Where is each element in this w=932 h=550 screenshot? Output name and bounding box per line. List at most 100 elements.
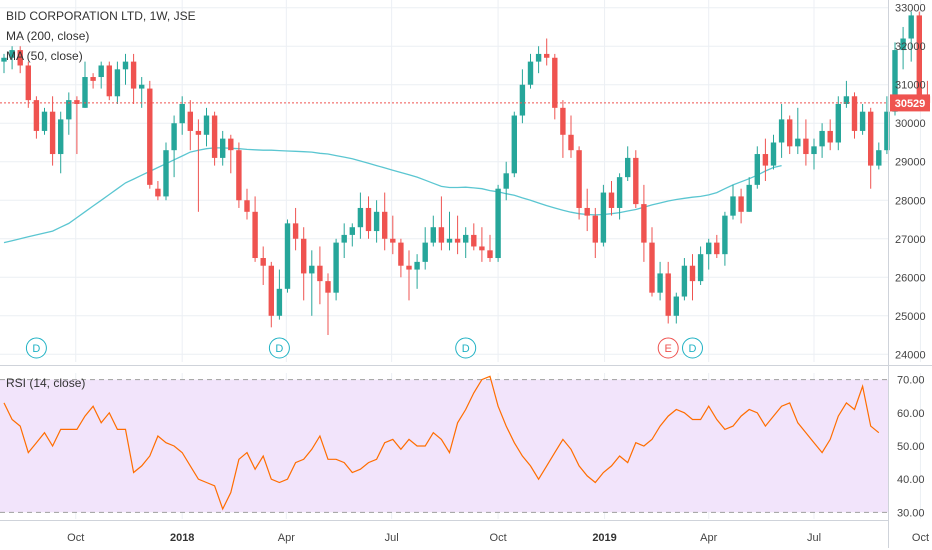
candle[interactable] [357,192,364,239]
candle[interactable] [325,273,331,336]
legend-ma50[interactable]: MA (50, close) [6,49,83,63]
candle[interactable] [446,211,453,251]
candle[interactable] [503,161,509,201]
rsi-line[interactable] [3,375,880,511]
candle[interactable] [916,11,922,104]
candle[interactable] [106,61,112,101]
dividend-marker[interactable]: D [268,337,290,359]
candle[interactable] [641,184,647,262]
candle[interactable] [292,207,299,251]
candle[interactable] [49,96,56,166]
candle[interactable] [220,130,226,166]
candle[interactable] [9,46,15,70]
candle[interactable] [625,146,631,181]
candle[interactable] [511,111,517,178]
candle[interactable] [819,123,825,158]
candle[interactable] [552,53,558,120]
candle[interactable] [382,192,388,251]
candle[interactable] [390,215,396,255]
candle[interactable] [600,184,607,247]
candle[interactable] [673,292,679,324]
candle[interactable] [608,181,615,216]
candle[interactable] [82,61,88,108]
candle[interactable] [163,142,169,201]
candle[interactable] [827,119,833,151]
candle[interactable] [398,238,404,278]
candle[interactable] [228,134,234,174]
candle[interactable] [592,207,598,259]
candle[interactable] [471,223,477,251]
candle[interactable] [463,227,469,259]
dividend-marker[interactable]: D [455,337,477,359]
candle[interactable] [284,219,291,293]
candle[interactable] [754,146,760,189]
candle[interactable] [195,119,202,212]
legend-ma200[interactable]: MA (200, close) [6,29,89,43]
candle[interactable] [260,246,266,285]
candle[interactable] [665,261,671,324]
candle[interactable] [365,196,372,239]
candle[interactable] [98,61,104,89]
candle[interactable] [454,215,461,255]
candle[interactable] [730,184,736,220]
candle[interactable] [203,107,210,147]
candle[interactable] [560,100,566,158]
candle[interactable] [681,258,688,301]
candle[interactable] [722,211,728,266]
candle[interactable] [584,188,590,232]
candle[interactable] [884,96,890,155]
candle[interactable] [778,103,785,158]
candle[interactable] [373,200,380,243]
candle[interactable] [236,142,242,208]
dividend-marker[interactable]: D [682,337,703,359]
candle[interactable] [535,46,542,74]
candle[interactable] [122,53,129,85]
candle[interactable] [689,254,696,301]
candle[interactable] [268,261,274,328]
candle[interactable] [795,107,801,155]
candle[interactable] [244,188,250,220]
candle[interactable] [66,92,72,135]
candle[interactable] [657,261,663,301]
candle[interactable] [568,115,574,158]
candle[interactable] [317,246,323,305]
candle[interactable] [130,53,137,104]
candle[interactable] [58,111,64,174]
candle[interactable] [487,234,493,262]
candle[interactable] [147,80,153,189]
legend-rsi[interactable]: RSI (14, close) [6,376,85,390]
candle[interactable] [276,269,283,320]
candle[interactable] [762,138,769,181]
candle[interactable] [738,188,744,224]
candle[interactable] [211,111,218,166]
candle[interactable] [1,53,7,74]
candle[interactable] [309,250,315,316]
candle[interactable] [422,227,428,270]
candle[interactable] [17,46,23,74]
candle[interactable] [519,69,526,124]
candle[interactable] [706,238,712,270]
candle[interactable] [576,146,582,220]
dividend-marker[interactable]: D [25,337,47,359]
candle[interactable] [876,142,882,170]
candle[interactable] [74,96,80,155]
candle[interactable] [868,107,874,189]
candle[interactable] [406,250,412,301]
candle[interactable] [114,61,121,104]
candle[interactable] [843,80,850,108]
candle[interactable] [544,38,550,66]
candle[interactable] [811,138,817,170]
candle[interactable] [851,92,858,139]
candle[interactable] [349,223,355,247]
candle[interactable] [803,119,809,166]
candle[interactable] [479,227,485,262]
candle[interactable] [333,238,339,301]
candle[interactable] [25,61,31,108]
candle[interactable] [41,107,48,135]
ma50-line[interactable] [3,147,782,244]
candle[interactable] [438,196,445,251]
candle[interactable] [900,26,906,70]
candle[interactable] [714,234,720,259]
candle[interactable] [341,223,347,259]
